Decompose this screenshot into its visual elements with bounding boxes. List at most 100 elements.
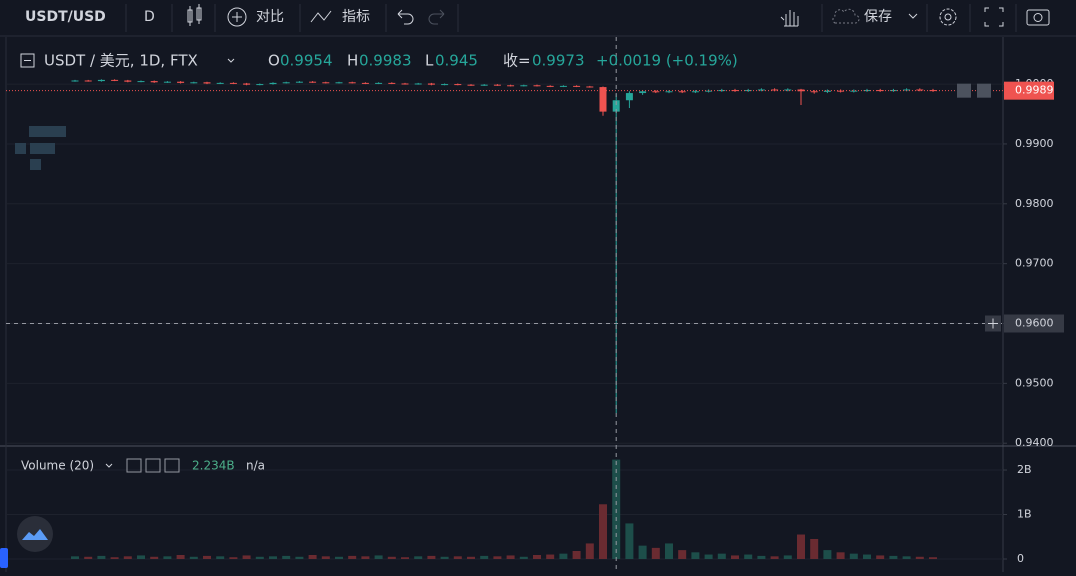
candle-body (97, 79, 105, 82)
candle-body (652, 91, 660, 93)
settings[interactable] (939, 8, 957, 26)
volume-bar (665, 543, 673, 559)
candle-body (520, 85, 528, 87)
candle-body (295, 81, 303, 83)
indicators[interactable]: 指标 (342, 9, 370, 25)
symbol[interactable]: USDT/USD (25, 9, 106, 25)
volume-bar (863, 554, 871, 559)
candle-body (625, 93, 633, 101)
candle-body (876, 90, 884, 92)
volume-bar (480, 555, 489, 559)
volume-bar (493, 556, 502, 559)
settings (944, 13, 952, 21)
volume-bar (823, 550, 832, 559)
volume-na: n/a (246, 459, 265, 473)
volume-bar (717, 553, 726, 559)
candle-body (718, 90, 726, 92)
volume-bar (546, 554, 555, 559)
candle-body (335, 82, 343, 84)
volume-bar (625, 523, 634, 559)
candle-body (427, 83, 435, 85)
compare[interactable]: 对比 (256, 9, 284, 25)
volume-bar (849, 553, 858, 559)
candle-body (850, 90, 858, 92)
volume-bar (599, 504, 607, 559)
volume-bar (216, 556, 225, 559)
volume-bar (110, 557, 119, 559)
undo[interactable] (397, 9, 414, 25)
side-toggle[interactable] (0, 548, 8, 568)
volume-bar (836, 552, 845, 559)
snapshot[interactable] (1026, 9, 1050, 26)
candle-body (903, 89, 911, 91)
volume-bar (691, 552, 700, 559)
volume-bar (757, 555, 766, 559)
candle-body (348, 82, 356, 84)
save-menu[interactable] (908, 13, 918, 19)
volume-bar (929, 557, 937, 559)
legend-low: 0.945 (435, 52, 478, 70)
legend-label: O (268, 52, 280, 70)
volume-bar (321, 556, 330, 559)
volume-bar (506, 555, 515, 559)
candle-body (190, 82, 198, 84)
volume-bar (427, 555, 436, 559)
compare-icon (232, 12, 242, 22)
legend-change: +0.0019 (+0.19%) (596, 52, 738, 70)
candle-body (177, 81, 185, 83)
redo[interactable] (428, 9, 445, 25)
volume-bar (189, 556, 198, 559)
candle-body (401, 83, 409, 85)
candle-body (586, 86, 594, 88)
volume-bar (374, 555, 383, 559)
indicator-icon[interactable] (310, 10, 332, 23)
candle-icon[interactable] (187, 4, 202, 26)
legend-menu[interactable] (227, 58, 235, 63)
volume-bar (97, 555, 106, 559)
volume-buttons[interactable] (126, 458, 180, 473)
hand-icon[interactable] (780, 10, 799, 27)
volume-readout: 2.234B (192, 459, 235, 473)
candle-body (889, 90, 897, 92)
volume-bar (810, 538, 819, 559)
legend-label: L (425, 52, 434, 70)
snapshot (1033, 13, 1043, 22)
volume-bar (559, 553, 568, 559)
legend-open: 0.9954 (280, 52, 333, 70)
volume-bar (467, 556, 475, 559)
volume-bar (453, 556, 462, 559)
volume-bar (585, 543, 594, 559)
volume-bar (770, 556, 779, 559)
collapse[interactable] (20, 53, 35, 68)
candle-body (71, 80, 79, 82)
candle-body (639, 91, 647, 94)
fullscreen[interactable] (984, 7, 1004, 27)
volume-bar (889, 555, 898, 559)
volume-bar (361, 556, 370, 559)
volume-menu[interactable] (105, 463, 113, 468)
interval[interactable]: D (144, 9, 155, 25)
save[interactable]: 保存 (864, 9, 892, 25)
volume-bar (704, 554, 713, 559)
compare-icon[interactable] (227, 7, 247, 27)
volume-bar (255, 556, 264, 559)
y-tick-label: 1B (1017, 508, 1032, 521)
candle-body (216, 82, 224, 84)
candle-body (573, 85, 581, 87)
volume-bar (651, 547, 660, 559)
logo[interactable] (17, 516, 53, 552)
volume-bar (137, 555, 145, 559)
y-tick-label: 0 (1017, 552, 1024, 565)
legend-label: 收= (503, 52, 531, 70)
candle-body (612, 100, 620, 112)
candle-body (322, 82, 330, 84)
logo-mark (22, 529, 48, 540)
cloud-icon[interactable] (832, 8, 860, 24)
candle-body (507, 85, 515, 87)
volume-bar (731, 555, 739, 559)
volume-bar (797, 534, 805, 559)
y-tick-label: 0.9800 (1015, 197, 1054, 210)
candle-body (111, 79, 119, 81)
last-price-label: 0.9989 (1015, 84, 1054, 97)
volume-bar (519, 556, 528, 559)
